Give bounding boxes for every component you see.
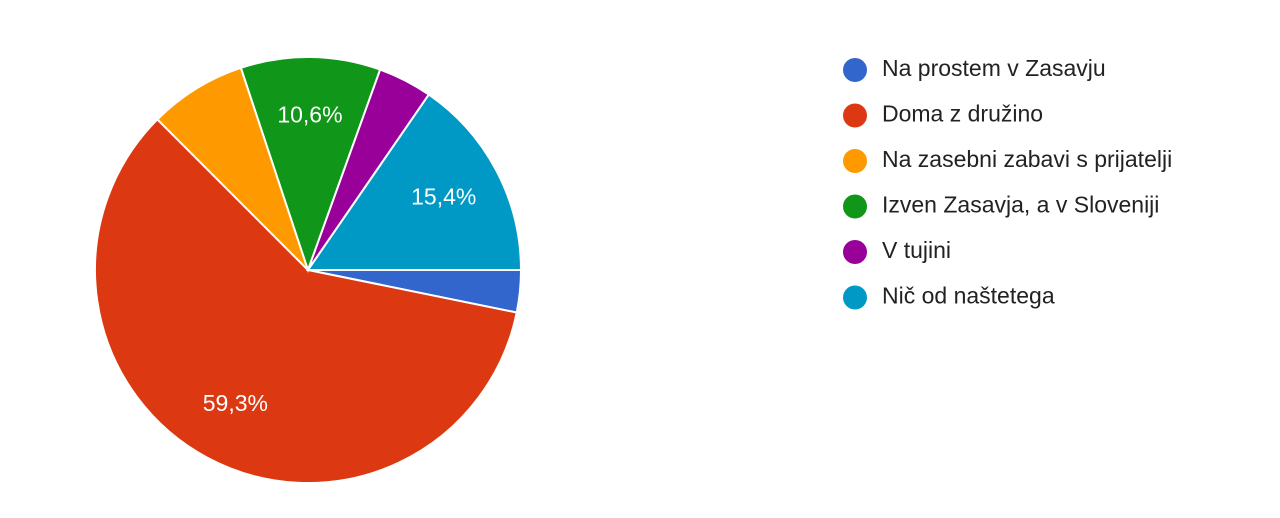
legend-label: Izven Zasavja, a v Sloveniji (882, 192, 1159, 218)
legend-label: Nič od naštetega (882, 283, 1055, 309)
slice-label: 59,3% (203, 390, 268, 416)
pie-slice (94, 117, 518, 484)
slice-label: 15,4% (411, 184, 476, 210)
legend-label: V tujini (882, 237, 951, 263)
legend-label: Doma z družino (882, 101, 1043, 127)
legend-swatch (843, 103, 867, 128)
legend-label: Na zasebni zabavi s prijatelji (882, 146, 1172, 172)
legend-swatch (843, 58, 867, 82)
legend-swatch (843, 240, 867, 264)
pie-slice (306, 93, 523, 271)
legend-label: Na prostem v Zasavju (882, 55, 1106, 81)
legend-swatch (843, 194, 867, 219)
pie-slice (155, 66, 309, 271)
legend-swatch (843, 149, 867, 173)
pie-slice (239, 56, 382, 274)
legend-swatch (843, 285, 867, 310)
slice-label: 10,6% (277, 102, 342, 128)
